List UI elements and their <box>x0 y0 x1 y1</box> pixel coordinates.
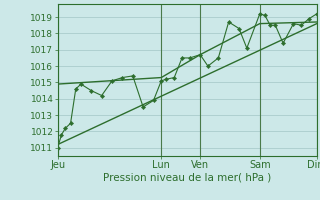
X-axis label: Pression niveau de la mer( hPa ): Pression niveau de la mer( hPa ) <box>103 173 271 183</box>
